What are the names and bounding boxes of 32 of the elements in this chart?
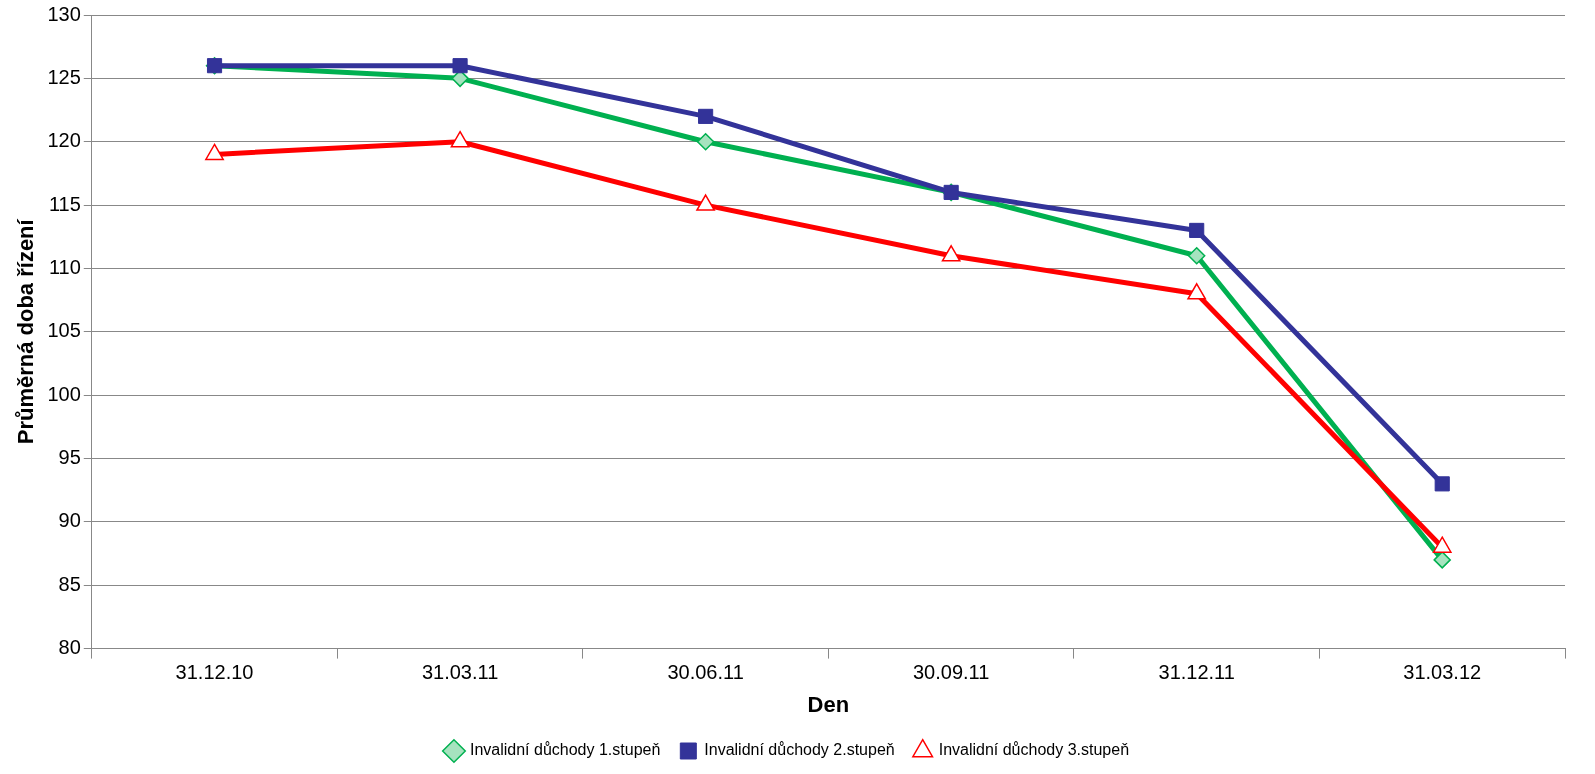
x-tick-label: 31.12.11: [1158, 661, 1235, 684]
point: [941, 245, 961, 262]
point: [452, 58, 468, 74]
y-tick-label: 115: [48, 192, 81, 215]
point: [1432, 536, 1452, 553]
legend-label: Invalidní důchody 1.stupeň: [469, 741, 661, 759]
y-tick-label: 100: [47, 382, 81, 405]
x-tick-label: 31.03.11: [421, 661, 499, 684]
y-tick-label: 95: [58, 446, 81, 469]
y-tick-label: 90: [58, 509, 81, 532]
point: [698, 108, 714, 124]
y-tick-label: 105: [47, 319, 81, 342]
y-axis-title: Průměrná doba řízení: [13, 218, 39, 445]
legend-label: Invalidní důchody 2.stupeň: [704, 741, 895, 759]
x-tick-label: 31.03.12: [1403, 661, 1482, 684]
y-tick-label: 110: [48, 255, 81, 278]
point: [1434, 476, 1450, 492]
point: [1433, 551, 1451, 569]
y-tick-label: 130: [47, 2, 81, 25]
point: [1189, 222, 1205, 238]
point: [1187, 283, 1207, 300]
x-tick-label: 30.09.11: [912, 661, 990, 684]
x-tick-label: 31.12.10: [175, 661, 254, 684]
legend-label: Invalidní důchody 3.stupeň: [938, 741, 1130, 759]
y-tick-label: 125: [47, 65, 81, 88]
y-tick-label: 120: [47, 129, 81, 152]
y-tick-label: 80: [58, 636, 81, 659]
y-tick-label: 85: [58, 572, 81, 595]
point: [1187, 247, 1206, 265]
x-axis-title: Den: [807, 691, 850, 717]
point: [696, 132, 715, 151]
x-tick-label: 30.06.11: [667, 661, 744, 684]
